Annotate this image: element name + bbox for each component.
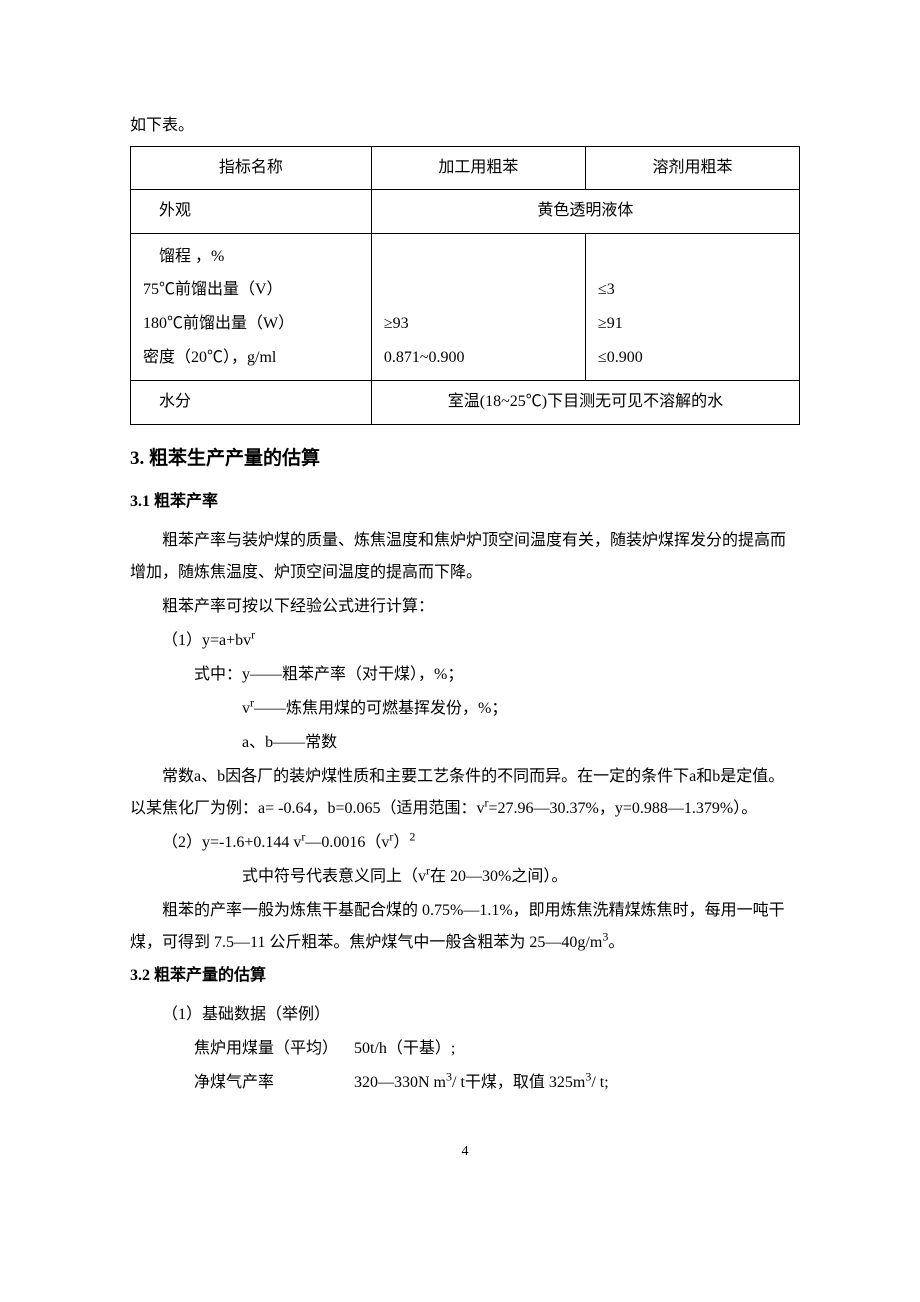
page-number: 4 [130,1139,800,1166]
body-paragraph: 粗苯的产率一般为炼焦干基配合煤的 0.75%—1.1%，即用炼焦洗精煤炼焦时，每… [130,895,800,959]
formula-1: （1）y=a+bvr [130,625,800,657]
water-value: 室温(18~25℃)下目测无可见不溶解的水 [371,381,799,424]
solvent-values: ≤3 ≥91 ≤0.900 [585,233,799,380]
body-paragraph: 粗苯产率可按以下经验公式进行计算： [130,591,800,623]
distillation-cell: 馏程 ，% 75℃前馏出量（V） 180℃前馏出量（W） 密度（20℃），g/m… [131,233,372,380]
section32-title: 3.2 粗苯产量的估算 [130,961,800,991]
col3-header: 溶剂用粗苯 [585,147,799,190]
section3-title: 3. 粗苯生产产量的估算 [130,441,800,477]
appearance-value: 黄色透明液体 [371,190,799,233]
body-paragraph: 常数a、b因各厂的装炉煤性质和主要工艺条件的不同而异。在一定的条件下a和b是定值… [130,761,800,825]
processing-values: ≥93 0.871~0.900 [371,233,585,380]
table-row: 水分 室温(18~25℃)下目测无可见不溶解的水 [131,381,800,424]
formula-description: 式中符号代表意义同上（vr在 20—30%之间）。 [130,861,800,893]
data-label: 净煤气产率 [194,1067,354,1099]
formula-2: （2）y=-1.6+0.144 vr—0.0016（vr）2 [130,827,800,859]
data-label: 焦炉用煤量（平均） [194,1033,354,1065]
data-value: 50t/h（干基）; [354,1040,455,1057]
data-row: 净煤气产率320—330N m3/ t干煤，取值 325m3/ t; [130,1067,800,1099]
formula-description: 式中：y——粗苯产率（对干煤），%； [130,659,800,691]
section31-title: 3.1 粗苯产率 [130,487,800,517]
formula-description: a、b——常数 [130,727,800,759]
subsection-item: （1）基础数据（举例） [130,999,800,1031]
table-row: 馏程 ，% 75℃前馏出量（V） 180℃前馏出量（W） 密度（20℃），g/m… [131,233,800,380]
col2-header: 加工用粗苯 [371,147,585,190]
pre-table-text: 如下表。 [130,110,800,142]
data-value: 320—330N m3/ t干煤，取值 325m3/ t; [354,1074,609,1091]
col1-header: 指标名称 [131,147,372,190]
specification-table: 指标名称 加工用粗苯 溶剂用粗苯 外观 黄色透明液体 馏程 ，% 75℃前馏出量… [130,146,800,425]
table-row: 外观 黄色透明液体 [131,190,800,233]
appearance-label: 外观 [131,190,372,233]
data-row: 焦炉用煤量（平均）50t/h（干基）; [130,1033,800,1065]
formula-description: vr——炼焦用煤的可燃基挥发份，%； [130,693,800,725]
water-label: 水分 [131,381,372,424]
body-paragraph: 粗苯产率与装炉煤的质量、炼焦温度和焦炉炉顶空间温度有关，随装炉煤挥发分的提高而增… [130,525,800,589]
table-header-row: 指标名称 加工用粗苯 溶剂用粗苯 [131,147,800,190]
